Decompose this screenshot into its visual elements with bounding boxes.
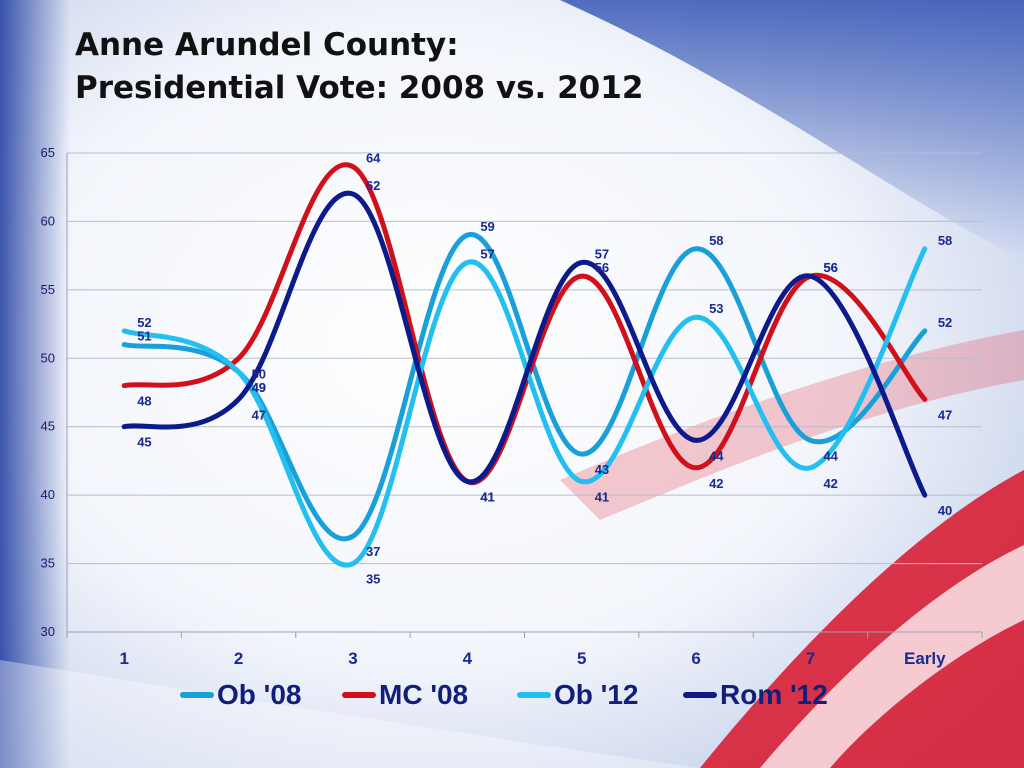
data-label-s3-p2: 62 [366, 178, 380, 193]
series-line-2 [121, 246, 928, 568]
x-tick-label-4: 4 [463, 649, 473, 668]
data-label-s2-p1: 49 [252, 380, 266, 395]
y-tick-label-35: 35 [41, 556, 55, 571]
legend-label-0: Ob '08 [217, 679, 301, 710]
data-label-s2-p5: 53 [709, 301, 723, 316]
data-label-s3-p4: 57 [595, 246, 609, 261]
data-label-s0-p2: 37 [366, 544, 380, 559]
x-tick-label-2: 2 [234, 649, 243, 668]
data-label-s1-p4: 56 [595, 260, 609, 275]
x-tick-label-7: 7 [806, 649, 815, 668]
series-line-0 [121, 232, 928, 542]
x-tick-label-Early: Early [904, 649, 946, 668]
data-label-s1-p0: 48 [137, 394, 151, 409]
legend-label-2: Ob '12 [554, 679, 638, 710]
y-tick-label-45: 45 [41, 419, 55, 434]
data-label-s2-p7: 58 [938, 233, 952, 248]
data-label-s3-p7: 40 [938, 503, 952, 518]
data-label-s0-p5: 58 [709, 233, 723, 248]
y-tick-label-50: 50 [41, 350, 55, 365]
legend-label-3: Rom '12 [720, 679, 828, 710]
data-label-s2-p6: 42 [823, 476, 837, 491]
data-label-s0-p1: 49 [252, 380, 266, 395]
chart-title: Anne Arundel County: Presidential Vote: … [75, 24, 643, 110]
data-label-s1-p3: 41 [480, 489, 494, 504]
data-label-s0-p6: 44 [823, 448, 838, 463]
x-tick-label-5: 5 [577, 649, 586, 668]
x-tick-label-3: 3 [348, 649, 357, 668]
series-line-3 [121, 190, 928, 498]
data-label-s3-p6: 56 [823, 260, 837, 275]
data-label-s2-p4: 41 [595, 489, 609, 504]
data-label-s3-p3: 41 [480, 489, 494, 504]
title-line-2: Presidential Vote: 2008 vs. 2012 [75, 70, 644, 106]
x-tick-label-6: 6 [691, 649, 700, 668]
y-tick-label-30: 30 [41, 624, 55, 639]
series-lines [121, 162, 928, 568]
legend-label-1: MC '08 [379, 679, 468, 710]
data-label-s1-p1: 50 [252, 366, 266, 381]
data-label-s3-p1: 47 [252, 407, 266, 422]
data-label-s3-p0: 45 [137, 435, 151, 450]
legend: Ob '08 MC '08 Ob '12 Rom '12 [180, 679, 828, 710]
y-tick-label-40: 40 [41, 487, 55, 502]
data-label-s3-p5: 44 [709, 448, 724, 463]
data-label-s1-p5: 42 [709, 476, 723, 491]
y-tick-label-60: 60 [41, 213, 55, 228]
data-label-s1-p2: 64 [366, 151, 381, 166]
data-label-s2-p2: 35 [366, 572, 380, 587]
data-label-s1-p7: 47 [938, 407, 952, 422]
data-label-s0-p7: 52 [938, 315, 952, 330]
y-tick-label-65: 65 [41, 145, 55, 160]
data-label-s2-p3: 57 [480, 246, 494, 261]
y-tick-label-55: 55 [41, 282, 55, 297]
data-label-s0-p4: 43 [595, 462, 609, 477]
data-labels: 5149375943584452485064415642564752493557… [137, 151, 952, 587]
data-label-s1-p6: 56 [823, 260, 837, 275]
data-label-s2-p0: 52 [137, 315, 151, 330]
x-tick-label-1: 1 [119, 649, 128, 668]
data-label-s0-p3: 59 [480, 219, 494, 234]
title-line-1: Anne Arundel County: [75, 27, 459, 63]
data-label-s0-p0: 51 [137, 329, 151, 344]
